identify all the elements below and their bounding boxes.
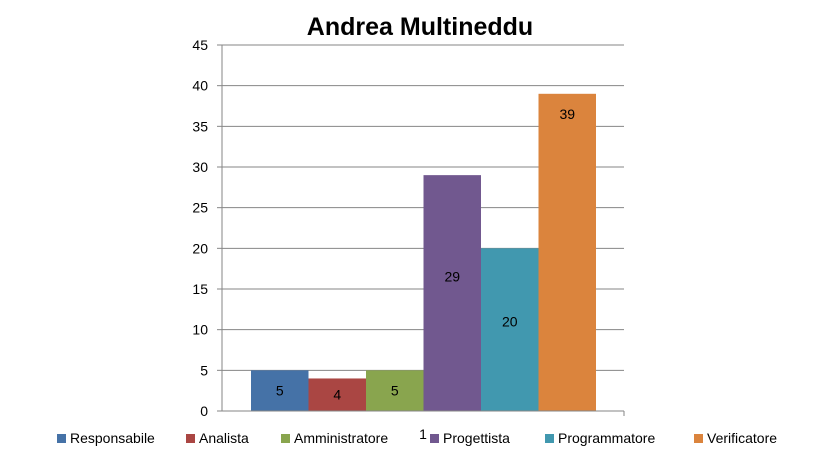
bar-programmatore [481, 248, 539, 411]
bar-amministratore [366, 370, 424, 411]
data-label-progettista: 29 [444, 269, 460, 285]
legend-label: Verificatore [707, 430, 778, 446]
y-tick-label: 20 [192, 240, 208, 256]
legend-item-responsabile: Responsabile [57, 428, 155, 448]
legend-label: Amministratore [294, 430, 389, 446]
legend-swatch [545, 433, 554, 443]
legend-swatch [694, 433, 703, 443]
legend-swatch [186, 433, 195, 443]
legend-swatch [430, 433, 439, 443]
data-label-analista: 4 [333, 387, 341, 403]
bar-verificatore [538, 93, 596, 412]
legend-label: Programmatore [558, 430, 656, 446]
y-tick-label: 45 [192, 37, 208, 53]
legend-swatch [57, 433, 66, 443]
legend: Responsabile Analista Amministratore Proget… [0, 428, 839, 448]
legend-label: Analista [199, 430, 249, 446]
y-tick-label: 30 [192, 159, 208, 175]
y-tick-label: 5 [200, 362, 208, 378]
y-axis-ticks: 0 5 10 15 20 25 30 35 40 45 [192, 37, 222, 419]
legend-item-verificatore: Verificatore [694, 428, 777, 448]
data-label-verificatore: 39 [559, 106, 575, 122]
data-labels: 5 4 5 29 20 39 [276, 106, 575, 403]
y-tick-label: 0 [200, 403, 208, 419]
chart-title: Andrea Multineddu [307, 13, 533, 41]
y-tick-label: 10 [192, 322, 208, 338]
data-label-amministratore: 5 [391, 383, 399, 399]
legend-item-programmatore: Programmatore [545, 428, 655, 448]
y-tick-label: 25 [192, 200, 208, 216]
data-label-programmatore: 20 [502, 314, 518, 330]
bars [251, 93, 596, 412]
bar-progettista [423, 175, 481, 411]
legend-item-analista: Analista [186, 428, 249, 448]
legend-label: Responsabile [70, 430, 155, 446]
data-label-responsabile: 5 [276, 383, 284, 399]
y-tick-label: 15 [192, 281, 208, 297]
legend-swatch [281, 433, 290, 443]
legend-label: Progettista [443, 430, 510, 446]
legend-item-amministratore: Amministratore [281, 428, 388, 448]
y-tick-label: 40 [192, 78, 208, 94]
gridlines [222, 44, 624, 371]
x-tick-label: 1 [419, 426, 427, 442]
y-tick-label: 35 [192, 118, 208, 134]
bar-responsabile [251, 370, 309, 411]
bar-analista [308, 378, 366, 411]
axes [221, 45, 625, 416]
legend-item-progettista: Progettista [430, 428, 510, 448]
